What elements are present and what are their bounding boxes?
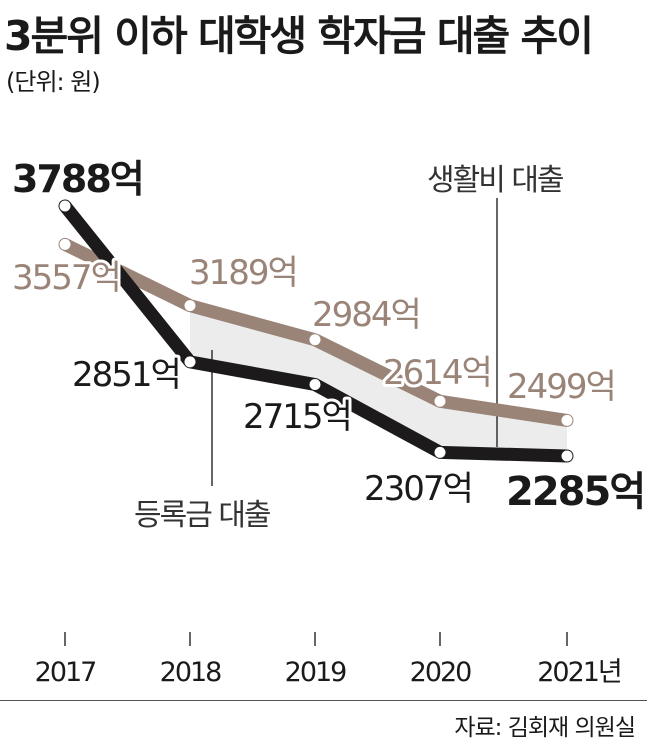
data-point-living-2 xyxy=(309,334,321,346)
data-point-tuition-1 xyxy=(184,356,196,368)
data-point-living-4 xyxy=(561,414,573,426)
data-point-living-1 xyxy=(184,300,196,312)
data-point-living-3 xyxy=(434,395,446,407)
data-point-tuition-3 xyxy=(434,446,446,458)
data-label-tuition-2: 2715억 xyxy=(243,397,351,437)
data-label-living-0: 3557억 xyxy=(12,258,120,298)
source-divider xyxy=(0,700,647,701)
data-label-tuition-0: 3788억 xyxy=(12,157,143,201)
data-label-tuition-4: 2285억 xyxy=(506,469,644,515)
chart-title: 3분위 이하 대학생 학자금 대출 추이 xyxy=(4,12,594,60)
x-tick-label-4: 2021년 xyxy=(537,657,621,688)
data-label-living-1: 3189억 xyxy=(189,253,297,293)
gap-band xyxy=(190,305,567,456)
data-point-tuition-4 xyxy=(561,450,573,462)
x-tick-label-1: 2018 xyxy=(160,657,222,688)
x-tick-label-2: 2019 xyxy=(285,657,347,688)
source-note: 자료: 김회재 의원실 xyxy=(454,715,636,741)
data-label-tuition-1: 2851억 xyxy=(72,355,180,395)
data-label-living-3: 2614억 xyxy=(383,353,491,393)
line-chart: 3788억 2851억 2715억 2307억 2285억 3557억 3189억 2984억… xyxy=(12,157,647,688)
unit-label: (단위: 원) xyxy=(6,68,101,96)
data-point-tuition-0 xyxy=(59,200,71,212)
x-tick-label-3: 2020 xyxy=(410,657,472,688)
data-label-living-2: 2984억 xyxy=(312,295,420,335)
series-name-living: 생활비 대출 xyxy=(427,163,563,198)
x-tick-label-0: 2017 xyxy=(35,657,96,688)
data-point-tuition-2 xyxy=(309,378,321,390)
series-name-tuition: 등록금 대출 xyxy=(134,498,270,533)
data-label-living-4: 2499억 xyxy=(507,367,615,407)
data-point-living-0 xyxy=(59,238,71,250)
data-label-tuition-3: 2307억 xyxy=(364,469,472,509)
